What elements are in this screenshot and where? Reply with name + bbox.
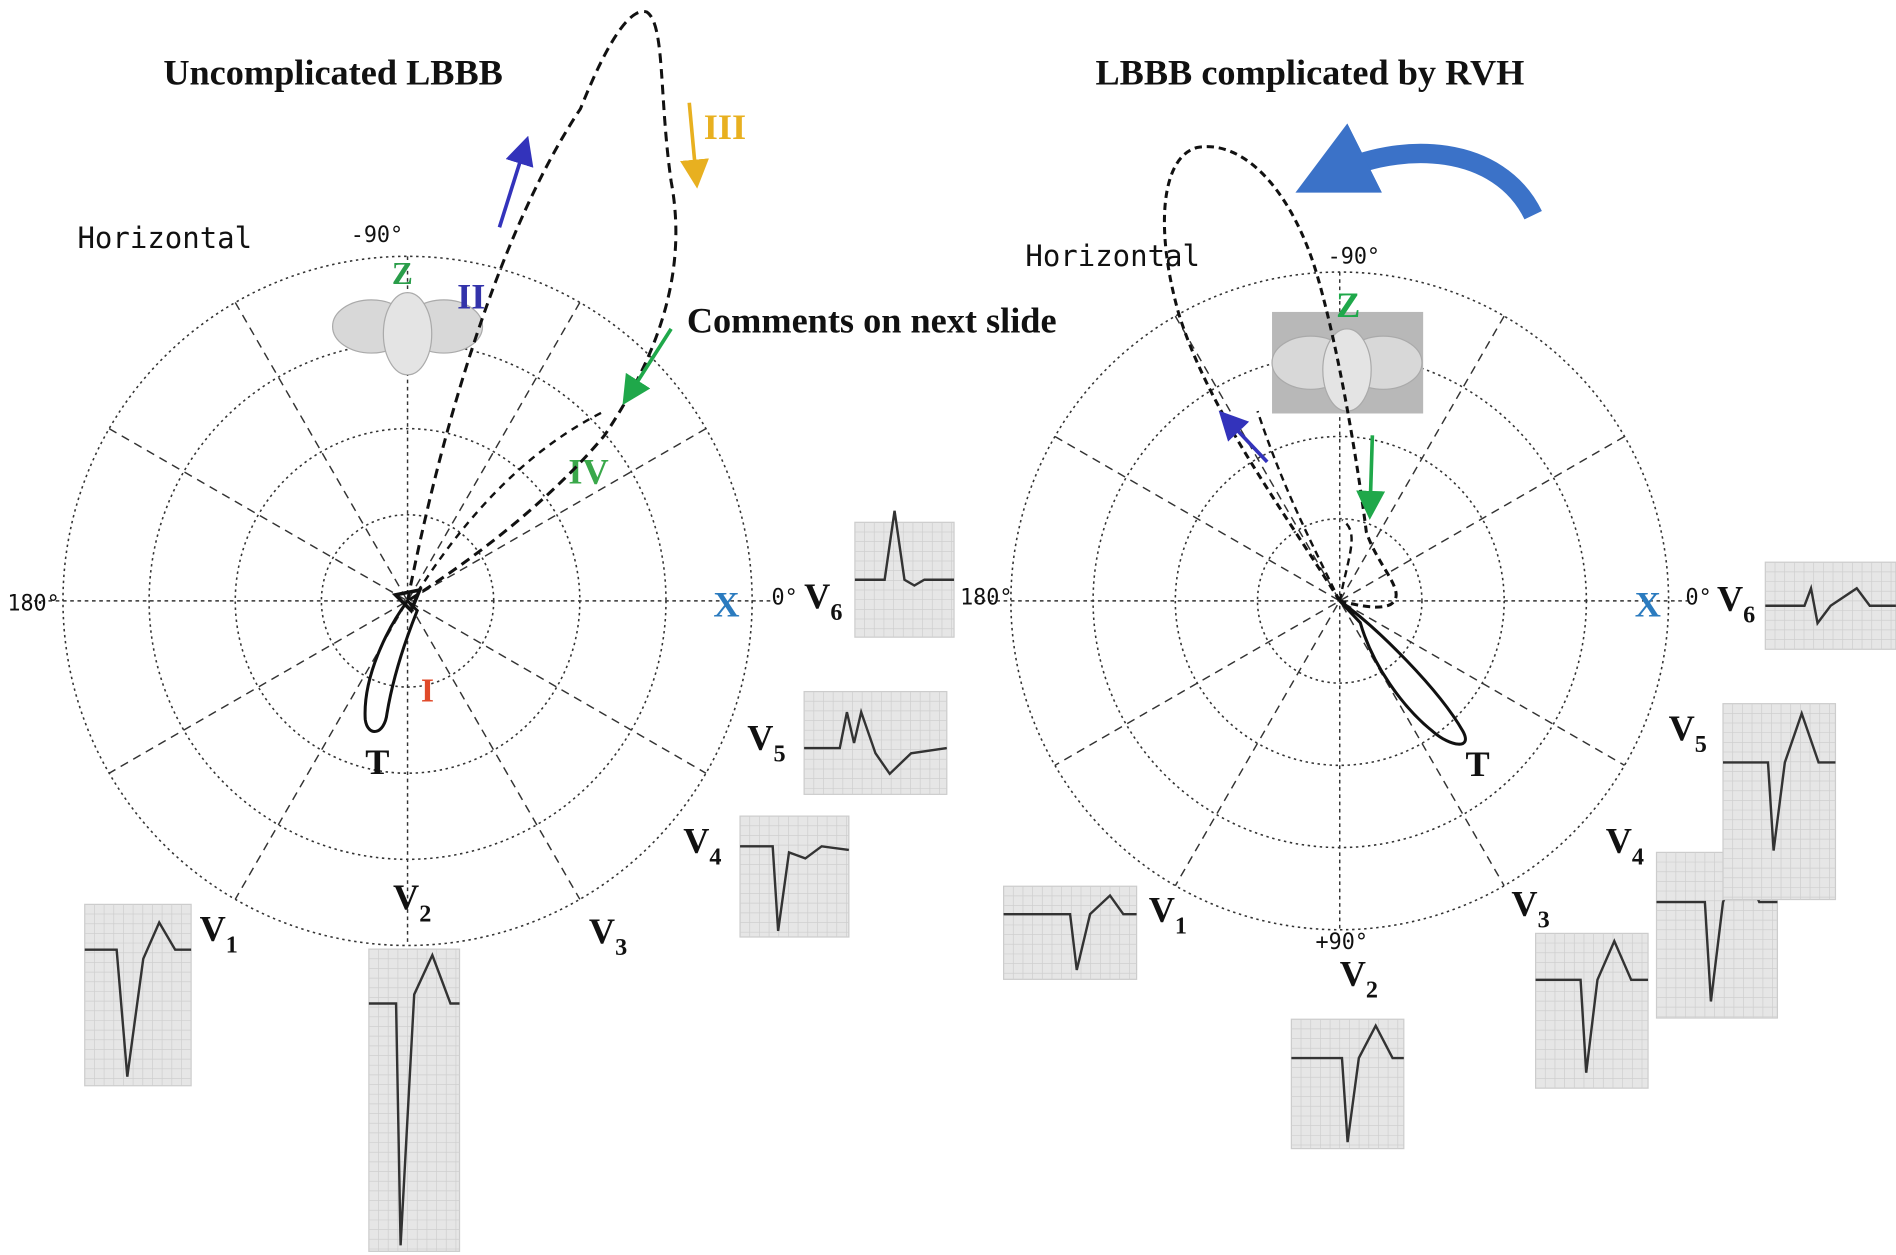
lead-label: V2 [1340, 953, 1378, 1003]
lead-subscript: 6 [830, 599, 842, 626]
lead-label: V5 [747, 718, 785, 768]
lead-subscript: 2 [419, 900, 431, 927]
axis-label: X [1635, 585, 1661, 625]
ecg-trace [804, 707, 947, 776]
panel-title: Uncomplicated LBBB [163, 53, 503, 93]
heart [382, 291, 433, 376]
loop-label: T [1465, 744, 1489, 784]
lead-label: V5 [1669, 708, 1707, 758]
angle-label: -90° [351, 223, 403, 248]
lead-subscript: 4 [709, 843, 721, 870]
loop-label: II [457, 276, 485, 316]
ecg-trace [368, 952, 460, 1246]
ecg-trace [1765, 583, 1896, 627]
ecg-trace [1291, 1023, 1404, 1143]
lead-label: V2 [393, 877, 431, 927]
t-loop [391, 587, 423, 614]
grid-spoke [1054, 435, 1625, 766]
lead-letter: V [1669, 708, 1695, 748]
lead-label: V3 [589, 911, 627, 961]
angle-label: 0° [771, 586, 797, 611]
grid-spoke [1054, 435, 1625, 766]
lead-letter: V [804, 576, 830, 616]
lead-subscript: 2 [1366, 976, 1378, 1003]
angle-label: -90° [1328, 245, 1380, 270]
grid-spoke [108, 427, 707, 774]
arrow [622, 327, 673, 406]
plane-label: Horizontal [77, 221, 252, 255]
lead-subscript: 4 [1632, 843, 1644, 870]
lead-letter: V [200, 909, 226, 949]
ecg-thumbnail [1003, 885, 1138, 980]
lead-subscript: 1 [226, 932, 238, 959]
axis-label: X [713, 585, 739, 625]
angle-label: 180° [7, 592, 59, 617]
lead-label: V6 [804, 576, 842, 626]
angle-label: 0° [1686, 586, 1712, 611]
lead-letter: V [1511, 883, 1537, 923]
axis-label: Z [1336, 285, 1360, 325]
lead-letter: V [1606, 820, 1632, 860]
lead-label: V3 [1511, 883, 1549, 933]
ecg-trace [740, 845, 850, 932]
ecg-trace [1003, 893, 1137, 971]
lead-label: V1 [200, 909, 238, 959]
lead-label: V4 [683, 820, 721, 870]
ecg-thumbnail [739, 815, 850, 938]
angle-label: 180° [960, 586, 1012, 611]
lead-subscript: 5 [1695, 731, 1707, 758]
note: Comments on next slide [687, 300, 1057, 340]
lead-subscript: 5 [773, 741, 785, 768]
t-loop [363, 598, 419, 733]
qrs-loop [1256, 410, 1353, 602]
t-loop [1338, 599, 1467, 746]
lead-letter: V [1340, 953, 1366, 993]
ecg-thumbnail [1722, 703, 1837, 901]
lead-label: V4 [1606, 820, 1644, 870]
ecg-trace [1656, 857, 1778, 1002]
ecg-trace [854, 510, 955, 587]
loop-label: IV [568, 452, 608, 492]
ecg-trace [84, 919, 192, 1077]
grid-spoke [108, 427, 707, 774]
arrow [1218, 410, 1269, 464]
lead-letter: V [1149, 889, 1175, 929]
lead-subscript: 3 [1538, 906, 1550, 933]
ecg-trace [1723, 709, 1836, 851]
arrow [1356, 435, 1386, 520]
ecg-trace [1535, 938, 1649, 1073]
lead-letter: V [393, 877, 419, 917]
lead-letter: V [1717, 579, 1743, 619]
lead-letter: V [683, 820, 709, 860]
lead-subscript: 1 [1175, 912, 1187, 939]
loop-label: I [421, 672, 434, 709]
loop-label: III [704, 107, 746, 147]
lead-subscript: 3 [615, 934, 627, 961]
lead-subscript: 6 [1743, 602, 1755, 629]
lead-letter: V [747, 718, 773, 758]
lead-label: V6 [1717, 579, 1755, 629]
axis-label: Z [392, 256, 413, 291]
loop-label: T [365, 742, 389, 782]
plane-label: Horizontal [1025, 239, 1200, 273]
angle-label: +90° [1316, 930, 1368, 955]
heart [1322, 328, 1372, 412]
grid-circle [1256, 517, 1423, 684]
big-arrow [1295, 123, 1542, 220]
grid-spoke [1174, 315, 1505, 887]
lead-label: V1 [1149, 889, 1187, 939]
lead-letter: V [589, 911, 615, 951]
qrs-loop [1162, 145, 1398, 609]
arrow [680, 102, 709, 189]
panel-title: LBBB complicated by RVH [1096, 53, 1525, 93]
qrs-loop [416, 409, 606, 594]
ecg-thumbnail [803, 690, 948, 795]
arrow [497, 135, 534, 228]
